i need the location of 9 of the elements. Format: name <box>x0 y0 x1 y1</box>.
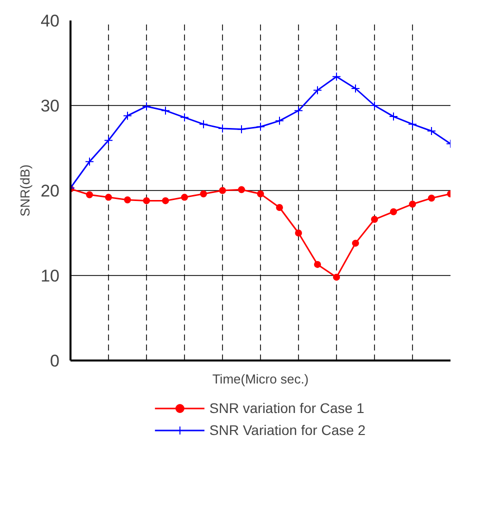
y-axis-title: SNR(dB) <box>18 164 33 217</box>
y-tick-label: 30 <box>40 96 60 116</box>
legend-label: SNR Variation for Case 2 <box>209 422 366 438</box>
y-tick-label: 40 <box>40 12 60 30</box>
y-tick-label: 0 <box>50 352 60 370</box>
x-axis-title: Time(Micro sec.) <box>212 372 309 386</box>
legend-label: SNR variation for Case 1 <box>209 400 364 416</box>
y-tick-label: 20 <box>40 182 60 200</box>
y-tick-label: 10 <box>40 266 60 286</box>
